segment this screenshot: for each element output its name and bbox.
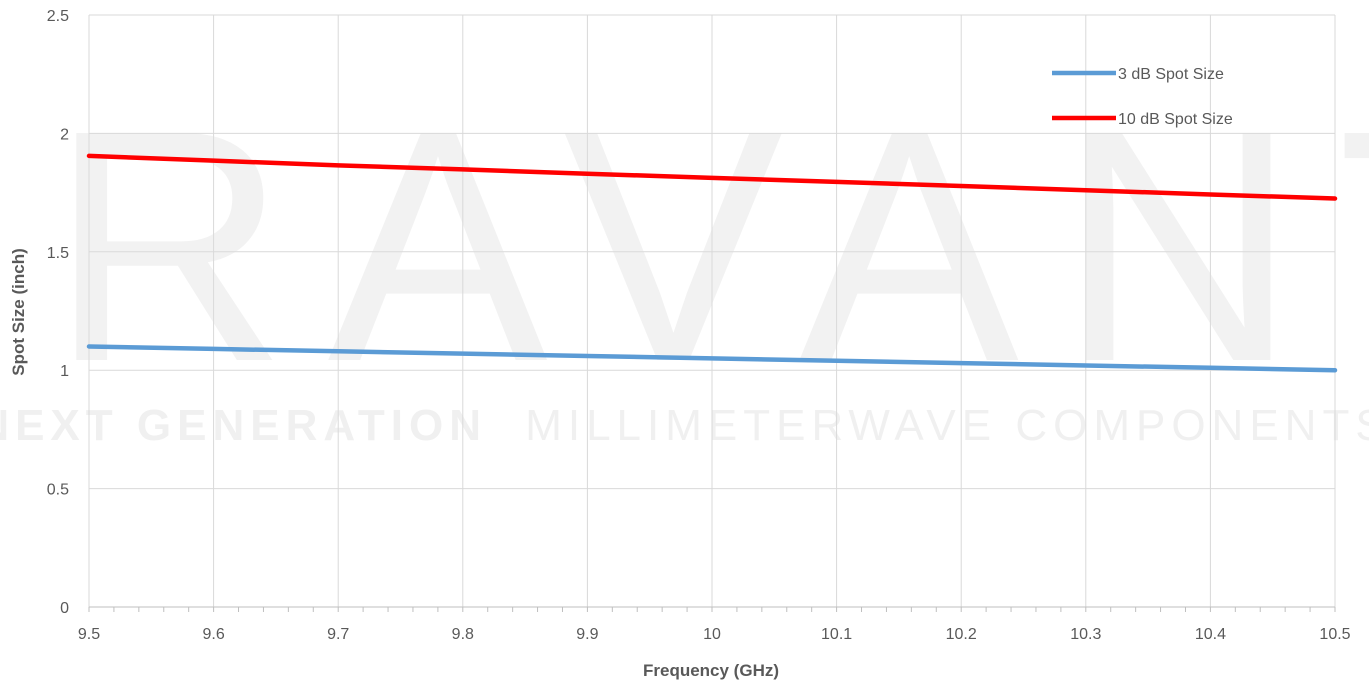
y-tick-label: 2: [60, 126, 69, 143]
watermark-tagline-light: MILLIMETERWAVE COMPONENTS: [525, 401, 1369, 450]
y-axis-title: Spot Size (inch): [9, 248, 28, 376]
y-tick-labels: 0 0.5 1 1.5 2 2.5: [47, 8, 69, 617]
x-tick-labels: 9.5 9.6 9.7 9.8 9.9 10 10.1 10.2 10.3 10.4 10.5: [78, 626, 1351, 643]
y-tick-label: 0.5: [47, 482, 69, 499]
x-tick-label: 9.8: [452, 626, 474, 643]
x-tick-label: 9.7: [327, 626, 349, 643]
x-tick-label: 10.3: [1070, 626, 1101, 643]
x-tick-label: 9.6: [202, 626, 224, 643]
x-tick-label: 10: [703, 626, 721, 643]
x-tick-label: 10.5: [1319, 626, 1350, 643]
gridlines: [88, 14, 1336, 608]
x-axis-title: Frequency (GHz): [643, 661, 779, 680]
watermark-tagline-bold: NEXT GENERATION: [0, 401, 487, 450]
series-line-3db: [86, 344, 1338, 373]
y-tick-label: 1.5: [47, 245, 69, 262]
y-tick-label: 0: [60, 600, 69, 617]
legend-label: 10 dB Spot Size: [1118, 111, 1233, 128]
series-line-10db: [86, 153, 1338, 201]
series-lines: [86, 153, 1338, 373]
watermark-tagline: NEXT GENERATION MILLIMETERWAVE COMPONENT…: [0, 401, 1369, 450]
y-tick-label: 1: [60, 363, 69, 380]
legend-label: 3 dB Spot Size: [1118, 66, 1224, 83]
axes: [88, 606, 1336, 612]
legend: 3 dB Spot Size 10 dB Spot Size: [1052, 66, 1233, 128]
x-tick-label: 10.1: [821, 626, 852, 643]
x-tick-label: 9.5: [78, 626, 100, 643]
y-tick-label: 2.5: [47, 8, 69, 25]
x-tick-label: 10.2: [946, 626, 977, 643]
watermark: ERAVANT NEXT GENERATION MILLIMETERWAVE C…: [0, 61, 1369, 450]
x-tick-label: 9.9: [576, 626, 598, 643]
x-tick-label: 10.4: [1195, 626, 1226, 643]
